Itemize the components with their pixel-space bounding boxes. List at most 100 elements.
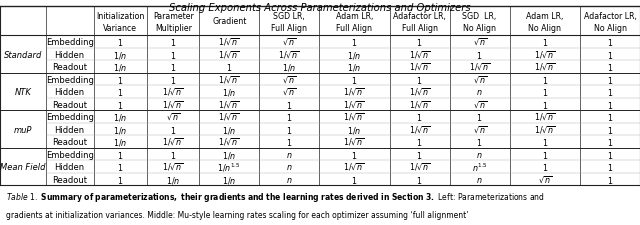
Text: $1/\sqrt{n}$: $1/\sqrt{n}$	[218, 49, 240, 61]
Text: $1$: $1$	[541, 99, 548, 110]
Text: $1$: $1$	[607, 174, 613, 185]
Text: $1/\sqrt{n}$: $1/\sqrt{n}$	[344, 99, 365, 110]
Text: SGD LR,: SGD LR,	[273, 12, 305, 21]
Text: $1$: $1$	[351, 149, 358, 160]
Text: $1$: $1$	[607, 74, 613, 85]
Text: $1$: $1$	[607, 87, 613, 98]
Text: $1$: $1$	[117, 149, 124, 160]
Text: Parameter: Parameter	[153, 12, 193, 21]
Text: $1/\sqrt{n}$: $1/\sqrt{n}$	[218, 74, 240, 86]
Text: $1$: $1$	[170, 37, 177, 48]
Text: $\sqrt{n}$: $\sqrt{n}$	[538, 174, 552, 185]
Text: $1/n$: $1/n$	[113, 112, 127, 123]
Text: $1$: $1$	[541, 149, 548, 160]
Text: $1$: $1$	[607, 62, 613, 73]
Text: $1$: $1$	[117, 87, 124, 98]
Text: $1/n$: $1/n$	[348, 50, 362, 60]
Text: $1$: $1$	[607, 50, 613, 60]
Text: Adafactor LR,: Adafactor LR,	[393, 12, 446, 21]
Text: Initialization: Initialization	[96, 12, 145, 21]
Text: $1$: $1$	[417, 137, 423, 148]
Text: gradients at initialization variances. Middle: Mu-style learning rates scaling f: gradients at initialization variances. M…	[6, 210, 469, 219]
Text: $1$: $1$	[286, 112, 292, 123]
Text: $1/\sqrt{n}$: $1/\sqrt{n}$	[534, 49, 556, 61]
Text: $1/\sqrt{n}$: $1/\sqrt{n}$	[534, 124, 556, 135]
Text: $1/n$: $1/n$	[348, 62, 362, 73]
Text: $1$: $1$	[607, 149, 613, 160]
Text: No Align: No Align	[528, 24, 561, 32]
Text: $1$: $1$	[286, 124, 292, 135]
Text: $1$: $1$	[541, 74, 548, 85]
Text: $\sqrt{n}$: $\sqrt{n}$	[166, 112, 180, 123]
Text: SGD  LR,: SGD LR,	[463, 12, 497, 21]
Text: $n$: $n$	[476, 150, 483, 159]
Text: $n$: $n$	[476, 88, 483, 97]
Text: $1$: $1$	[607, 37, 613, 48]
Text: $1/\sqrt{n}$: $1/\sqrt{n}$	[408, 62, 431, 73]
Text: $1/n$: $1/n$	[348, 124, 362, 135]
Text: Full Align: Full Align	[337, 24, 372, 32]
Text: $1/\sqrt{n}$: $1/\sqrt{n}$	[408, 124, 431, 135]
Text: $\sqrt{n}$: $\sqrt{n}$	[282, 87, 296, 98]
Text: $1$: $1$	[117, 162, 124, 172]
Text: $1/\sqrt{n}$: $1/\sqrt{n}$	[344, 136, 365, 148]
Text: Embedding: Embedding	[45, 75, 93, 84]
Text: $1$: $1$	[607, 112, 613, 123]
Text: Scaling Exponents Across Parameterizations and Optimizers: Scaling Exponents Across Parameterizatio…	[169, 3, 471, 13]
Text: $1$: $1$	[117, 99, 124, 110]
Text: Multiplier: Multiplier	[155, 24, 191, 32]
Text: $1/\sqrt{n}$: $1/\sqrt{n}$	[344, 87, 365, 98]
Text: $1$: $1$	[170, 149, 177, 160]
Text: $1$: $1$	[170, 62, 177, 73]
Text: $1/\sqrt{n}$: $1/\sqrt{n}$	[162, 87, 184, 98]
Text: $1/n$: $1/n$	[222, 149, 236, 160]
Text: $1/n$: $1/n$	[113, 124, 127, 135]
Text: $1$: $1$	[541, 137, 548, 148]
Text: Hidden: Hidden	[54, 125, 84, 134]
Text: $1/n$: $1/n$	[282, 62, 296, 73]
Text: Embedding: Embedding	[45, 113, 93, 122]
Text: Adam LR,: Adam LR,	[526, 12, 563, 21]
Text: Variance: Variance	[104, 24, 138, 32]
Text: $1$: $1$	[170, 74, 177, 85]
Text: $1$: $1$	[351, 74, 358, 85]
Text: $\sqrt{n}$: $\sqrt{n}$	[472, 74, 486, 85]
Text: $1/n$: $1/n$	[166, 174, 180, 185]
Text: Hidden: Hidden	[54, 50, 84, 59]
Text: $1$: $1$	[476, 137, 483, 148]
Text: $1/\sqrt{n}$: $1/\sqrt{n}$	[534, 111, 556, 123]
Text: $1/\sqrt{n}$: $1/\sqrt{n}$	[408, 49, 431, 61]
Text: Readout: Readout	[52, 175, 87, 184]
Text: Standard: Standard	[4, 50, 42, 59]
Text: No Align: No Align	[463, 24, 496, 32]
Text: $1$: $1$	[607, 162, 613, 172]
Text: $1$: $1$	[417, 112, 423, 123]
Text: $\it{Table\ 1.}$ $\bf{Summary\ of\ parameterizations,\ their\ gradients\ and\ th: $\it{Table\ 1.}$ $\bf{Summary\ of\ param…	[6, 190, 545, 203]
Text: $1$: $1$	[417, 174, 423, 185]
Text: $1/n$: $1/n$	[222, 87, 236, 98]
Text: $1$: $1$	[286, 99, 292, 110]
Text: $\sqrt{n}$: $\sqrt{n}$	[282, 74, 296, 85]
Text: $1$: $1$	[117, 74, 124, 85]
Text: $n$: $n$	[286, 175, 292, 184]
Text: muP: muP	[13, 125, 32, 134]
Text: $n$: $n$	[476, 175, 483, 184]
Text: $1$: $1$	[170, 50, 177, 60]
Text: $\sqrt{n}$: $\sqrt{n}$	[472, 99, 486, 110]
Text: $1$: $1$	[476, 112, 483, 123]
Text: $1/\sqrt{n}$: $1/\sqrt{n}$	[408, 87, 431, 98]
Text: $1/n$: $1/n$	[113, 137, 127, 148]
Text: $1/\sqrt{n}$: $1/\sqrt{n}$	[344, 161, 365, 173]
Text: $1$: $1$	[417, 37, 423, 48]
Text: $1$: $1$	[541, 162, 548, 172]
Text: Adam LR,: Adam LR,	[336, 12, 373, 21]
Text: $1/\sqrt{n}$: $1/\sqrt{n}$	[218, 99, 240, 110]
Text: $1/\sqrt{n}$: $1/\sqrt{n}$	[162, 99, 184, 110]
Text: $1$: $1$	[351, 174, 358, 185]
Text: Full Align: Full Align	[402, 24, 438, 32]
Text: NTK: NTK	[14, 88, 31, 97]
Text: Readout: Readout	[52, 137, 87, 146]
Text: $1/\sqrt{n}$: $1/\sqrt{n}$	[162, 136, 184, 148]
Text: $1/\sqrt{n}$: $1/\sqrt{n}$	[408, 99, 431, 110]
Text: $1/\sqrt{n}$: $1/\sqrt{n}$	[278, 49, 300, 61]
